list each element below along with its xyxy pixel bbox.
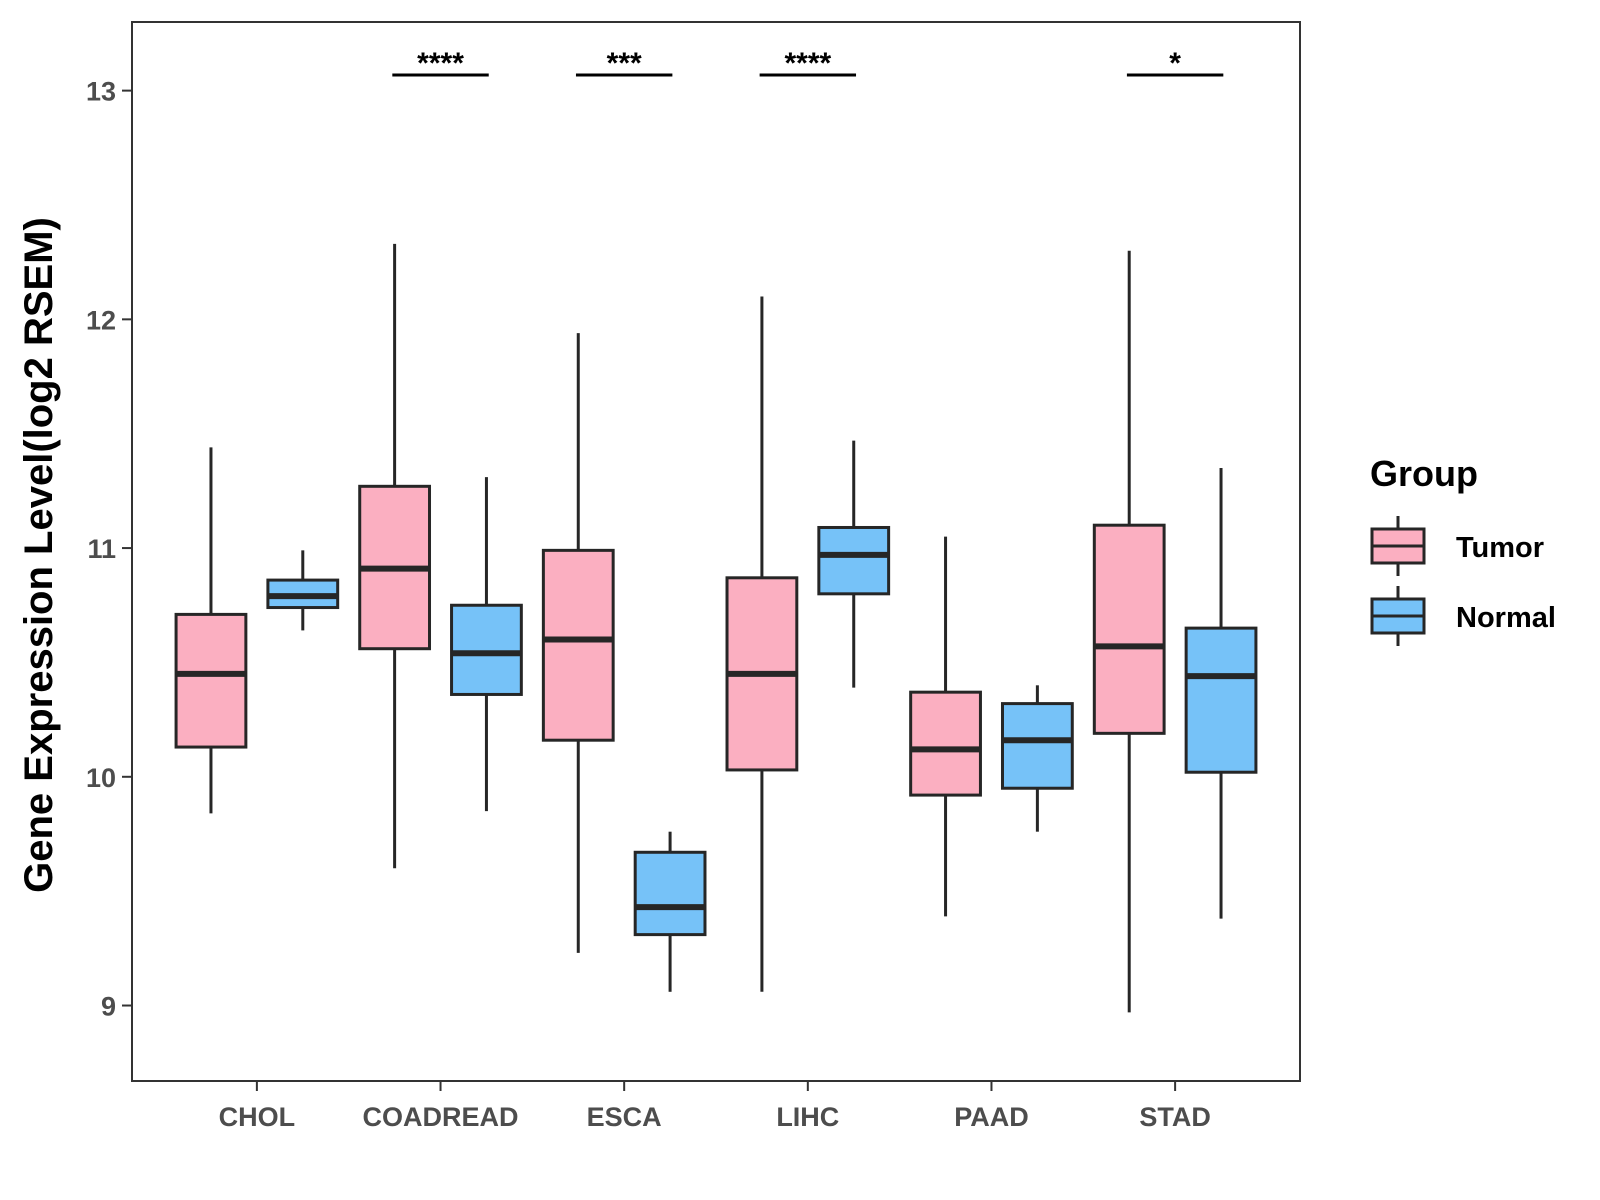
box-iqr bbox=[174, 612, 248, 749]
x-axis: CHOL COADREAD ESCA LIHC PAAD STAD bbox=[219, 1081, 1211, 1132]
legend: Group Tumor Normal bbox=[1370, 453, 1556, 646]
box-tumor-chol bbox=[174, 447, 248, 814]
significance-label: **** bbox=[784, 47, 831, 80]
series-tumor bbox=[174, 243, 1166, 1013]
x-tick-label-chol: CHOL bbox=[219, 1102, 296, 1132]
significance-lihc: **** bbox=[759, 47, 857, 80]
legend-item-tumor: Tumor bbox=[1370, 516, 1544, 576]
legend-label: Tumor bbox=[1456, 532, 1544, 564]
legend-item-normal: Normal bbox=[1370, 586, 1556, 646]
box-iqr bbox=[817, 525, 891, 596]
y-tick-label: 13 bbox=[86, 77, 116, 107]
x-tick-label-coadread: COADREAD bbox=[363, 1102, 519, 1132]
box-iqr bbox=[1092, 523, 1166, 735]
significance-label: **** bbox=[417, 47, 464, 80]
box-normal-chol bbox=[266, 550, 340, 631]
box-iqr bbox=[541, 548, 615, 742]
y-tick-label: 10 bbox=[86, 763, 116, 793]
box-tumor-paad bbox=[909, 536, 982, 917]
y-tick-label: 12 bbox=[86, 305, 116, 335]
box-normal-stad bbox=[1184, 468, 1258, 919]
box-tumor-stad bbox=[1092, 250, 1166, 1013]
box-iqr bbox=[450, 603, 523, 696]
y-tick-label: 11 bbox=[87, 534, 116, 564]
x-tick-label-lihc: LIHC bbox=[776, 1102, 839, 1132]
significance-coadread: **** bbox=[392, 47, 489, 80]
box-series-group bbox=[174, 243, 1258, 1013]
legend-label: Normal bbox=[1456, 602, 1556, 634]
box-iqr bbox=[1184, 626, 1258, 774]
y-axis: 9 10 11 12 13 bbox=[86, 77, 132, 1022]
y-axis-title: Gene Expression Level(log2 RSEM) bbox=[17, 217, 61, 893]
box-normal-lihc bbox=[817, 440, 891, 688]
significance-stad: * bbox=[1126, 47, 1224, 80]
x-tick-label-esca: ESCA bbox=[587, 1102, 662, 1132]
box-normal-esca bbox=[633, 831, 707, 992]
box-iqr bbox=[1000, 702, 1074, 790]
x-tick-label-stad: STAD bbox=[1139, 1102, 1211, 1132]
box-iqr bbox=[633, 850, 707, 937]
legend-title: Group bbox=[1370, 453, 1478, 494]
significance-esca: *** bbox=[575, 47, 673, 80]
x-tick-label-paad: PAAD bbox=[954, 1102, 1029, 1132]
box-iqr bbox=[909, 690, 982, 797]
box-tumor-coadread bbox=[358, 243, 432, 869]
significance-label: * bbox=[1169, 47, 1181, 80]
series-normal bbox=[266, 440, 1258, 992]
box-normal-coadread bbox=[450, 477, 523, 812]
box-tumor-lihc bbox=[725, 296, 799, 992]
significance-group: **** *** **** * bbox=[392, 47, 1224, 80]
y-tick-label: 9 bbox=[101, 992, 116, 1022]
box-normal-paad bbox=[1000, 685, 1074, 832]
significance-label: *** bbox=[607, 47, 642, 80]
box-tumor-esca bbox=[541, 333, 615, 953]
